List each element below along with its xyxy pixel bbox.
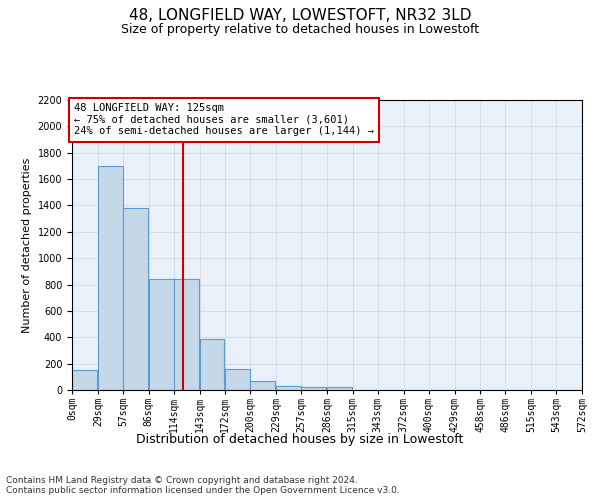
Y-axis label: Number of detached properties: Number of detached properties — [22, 158, 32, 332]
Text: Distribution of detached houses by size in Lowestoft: Distribution of detached houses by size … — [136, 432, 464, 446]
Text: 48, LONGFIELD WAY, LOWESTOFT, NR32 3LD: 48, LONGFIELD WAY, LOWESTOFT, NR32 3LD — [129, 8, 471, 22]
Bar — [301, 386, 326, 390]
Bar — [173, 280, 199, 390]
Bar — [123, 208, 148, 390]
Bar — [199, 338, 224, 390]
Bar — [276, 386, 301, 390]
Text: Contains HM Land Registry data © Crown copyright and database right 2024.
Contai: Contains HM Land Registry data © Crown c… — [6, 476, 400, 495]
Bar — [72, 370, 97, 390]
Bar — [149, 280, 173, 390]
Bar — [98, 166, 123, 390]
Bar — [250, 382, 275, 390]
Bar — [226, 369, 250, 390]
Bar — [327, 386, 352, 390]
Text: 48 LONGFIELD WAY: 125sqm
← 75% of detached houses are smaller (3,601)
24% of sem: 48 LONGFIELD WAY: 125sqm ← 75% of detach… — [74, 104, 374, 136]
Text: Size of property relative to detached houses in Lowestoft: Size of property relative to detached ho… — [121, 22, 479, 36]
